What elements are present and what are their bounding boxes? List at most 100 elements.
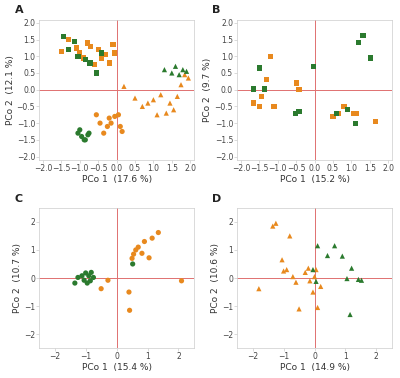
Point	[82, 57, 88, 63]
Point	[341, 104, 347, 110]
Point	[286, 233, 293, 239]
Point	[95, 46, 101, 53]
Point	[178, 82, 184, 88]
Point	[115, 112, 122, 118]
Y-axis label: PCo 2  (9.7 %): PCo 2 (9.7 %)	[204, 57, 212, 122]
Point	[126, 289, 132, 295]
Point	[130, 251, 137, 257]
Point	[163, 110, 170, 116]
Point	[112, 50, 118, 56]
Point	[99, 55, 105, 61]
Point	[73, 45, 79, 51]
Point	[82, 270, 89, 276]
Point	[264, 77, 270, 83]
Point	[86, 273, 92, 279]
Point	[273, 220, 279, 226]
Text: B: B	[212, 5, 221, 15]
Point	[75, 53, 81, 59]
Point	[104, 124, 110, 130]
Point	[129, 255, 135, 261]
Point	[86, 130, 92, 136]
Point	[98, 50, 104, 56]
Point	[106, 60, 112, 66]
Point	[150, 97, 156, 103]
Point	[76, 127, 83, 133]
Point	[130, 261, 136, 267]
Point	[174, 93, 180, 99]
Point	[58, 48, 64, 54]
Point	[350, 110, 356, 116]
Point	[318, 284, 324, 290]
Point	[311, 274, 318, 280]
X-axis label: PCo 1  (15.2 %): PCo 1 (15.2 %)	[280, 175, 350, 184]
Point	[167, 100, 173, 106]
Point	[139, 250, 145, 256]
Point	[356, 39, 362, 45]
Point	[110, 42, 116, 48]
Point	[60, 33, 66, 39]
Point	[256, 104, 262, 110]
Point	[132, 95, 138, 101]
Point	[313, 266, 319, 273]
Point	[280, 268, 287, 274]
Point	[87, 60, 93, 66]
Point	[146, 255, 152, 261]
Point	[87, 278, 94, 284]
Point	[100, 130, 107, 136]
Point	[279, 257, 285, 263]
Point	[335, 110, 342, 116]
Point	[82, 137, 88, 143]
Point	[250, 86, 257, 92]
Point	[108, 120, 114, 126]
Point	[139, 104, 146, 110]
Point	[305, 265, 312, 271]
Point	[292, 110, 298, 116]
Point	[332, 243, 338, 249]
Point	[155, 229, 162, 235]
Point	[347, 311, 353, 318]
Point	[302, 270, 308, 276]
Point	[170, 107, 177, 113]
Point	[344, 276, 350, 282]
Point	[310, 289, 316, 295]
Point	[313, 278, 319, 284]
Point	[66, 46, 72, 53]
Point	[258, 93, 264, 99]
Point	[271, 104, 277, 110]
Point	[112, 113, 118, 119]
Point	[256, 65, 262, 71]
Point	[93, 112, 100, 118]
Point	[102, 51, 109, 57]
Point	[135, 244, 142, 250]
Point	[185, 75, 192, 81]
Point	[66, 37, 72, 43]
Point	[262, 86, 268, 92]
Point	[354, 110, 360, 116]
Point	[81, 137, 88, 143]
Point	[154, 112, 160, 118]
Point	[178, 278, 185, 284]
Point	[367, 55, 374, 61]
Point	[75, 274, 81, 280]
Point	[105, 277, 111, 283]
Point	[250, 100, 257, 106]
Point	[78, 133, 85, 139]
Point	[314, 243, 321, 249]
Point	[84, 40, 90, 46]
Point	[75, 130, 81, 136]
Point	[76, 50, 83, 56]
Y-axis label: PCo 2  (10.7 %): PCo 2 (10.7 %)	[13, 243, 22, 313]
X-axis label: PCo 1  (15.4 %): PCo 1 (15.4 %)	[82, 363, 152, 372]
Point	[161, 67, 168, 73]
Point	[80, 55, 87, 61]
Point	[85, 132, 91, 138]
Point	[145, 100, 151, 106]
Point	[88, 270, 94, 276]
Point	[172, 63, 179, 69]
Y-axis label: PCo 2  (10.6 %): PCo 2 (10.6 %)	[211, 243, 220, 313]
Point	[339, 253, 346, 259]
Point	[97, 120, 103, 126]
Point	[355, 276, 362, 282]
Point	[270, 223, 276, 229]
Point	[84, 280, 90, 286]
